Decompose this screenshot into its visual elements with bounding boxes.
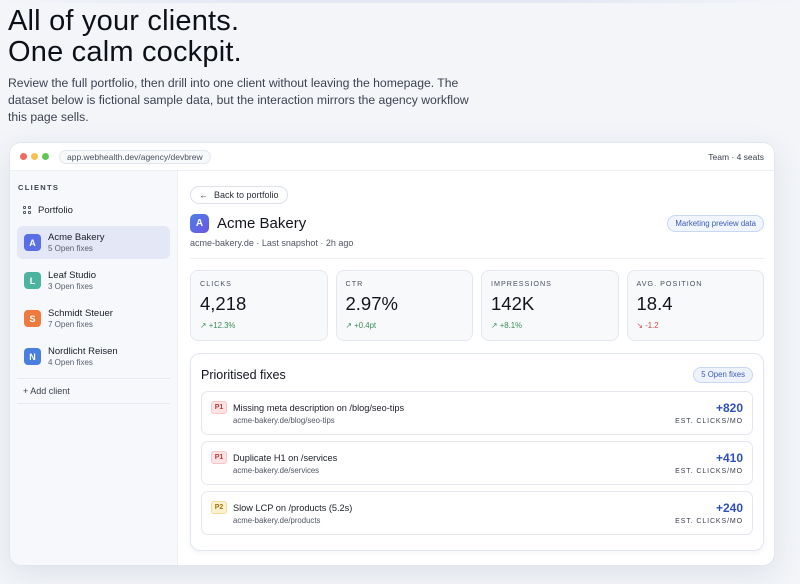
client-avatar: L: [24, 272, 41, 289]
priority-badge: P2: [211, 501, 227, 514]
kpi-card-ctr: CTR 2.97% ↗ +0.4pt: [335, 270, 473, 341]
kpi-card-clicks: CLICKS 4,218 ↗ +12.3%: [190, 270, 328, 341]
back-label: Back to portfolio: [214, 190, 279, 200]
client-name: Leaf Studio: [48, 269, 97, 281]
client-item-nordlicht-reisen[interactable]: N Nordlicht Reisen 4 Open fixes: [17, 340, 170, 373]
fix-url: acme-bakery.de/services: [233, 465, 320, 475]
client-detail: ← Back to portfolio A Acme Bakery Market…: [178, 171, 774, 565]
client-meta: acme-bakery.de · Last snapshot · 2h ago: [190, 238, 764, 259]
fix-impact-unit: EST. CLICKS/MO: [675, 418, 743, 425]
kpi-delta: ↗ +12.3%: [200, 321, 318, 330]
client-name: Acme Bakery: [48, 231, 105, 243]
fix-text: Missing meta description on /blog/seo-ti…: [233, 402, 675, 425]
client-item-acme-bakery[interactable]: A Acme Bakery 5 Open fixes: [17, 226, 170, 259]
kpi-delta-value: +12.3%: [208, 321, 236, 330]
headline-line-1: All of your clients.: [8, 5, 240, 37]
fix-text: Slow LCP on /products (5.2s) acme-bakery…: [233, 502, 675, 525]
prioritised-fixes-panel: Prioritised fixes 5 Open fixes P1 Missin…: [190, 353, 764, 551]
portfolio-label: Portfolio: [38, 204, 73, 216]
fix-url: acme-bakery.de/products: [233, 515, 321, 525]
kpi-row: CLICKS 4,218 ↗ +12.3% CTR 2.97% ↗ +0.4pt…: [190, 270, 764, 341]
fix-item[interactable]: P1 Duplicate H1 on /services acme-bakery…: [201, 441, 753, 485]
app-window: app.webhealth.dev/agency/devbrew Team · …: [9, 142, 775, 566]
client-title: Acme Bakery: [217, 215, 307, 232]
kpi-label: AVG. POSITION: [636, 279, 703, 288]
client-name: Schmidt Steuer: [48, 307, 113, 319]
fix-item[interactable]: P2 Slow LCP on /products (5.2s) acme-bak…: [201, 491, 753, 535]
top-accent-strip: [0, 0, 800, 3]
fix-impact-value: +240: [715, 501, 743, 515]
kpi-card-avg-position: AVG. POSITION 18.4 ↘ -1.2: [626, 270, 764, 341]
kpi-delta-value: -1.2: [645, 321, 659, 330]
client-list: A Acme Bakery 5 Open fixes L Leaf Studio…: [17, 226, 170, 373]
plan-label: Team · 4 seats: [708, 151, 764, 162]
arrow-left-icon: ←: [199, 190, 208, 200]
add-client-button[interactable]: + Add client: [17, 378, 170, 404]
fix-impact-unit: EST. CLICKS/MO: [675, 468, 743, 475]
priority-badge: P1: [211, 451, 227, 464]
priority-badge: P1: [211, 401, 227, 414]
kpi-delta: ↗ +0.4pt: [346, 321, 464, 330]
kpi-delta-value: +0.4pt: [354, 321, 377, 330]
trend-up-icon: ↗: [491, 321, 500, 330]
trend-up-icon: ↗: [200, 321, 209, 330]
minimize-dot-icon: [31, 153, 38, 160]
open-fixes-badge: 5 Open fixes: [693, 367, 753, 383]
client-avatar: S: [24, 310, 41, 327]
kpi-value: 2.97%: [345, 293, 398, 314]
fix-title: Slow LCP on /products (5.2s): [233, 502, 353, 513]
fix-title: Duplicate H1 on /services: [233, 452, 338, 463]
preview-data-badge: Marketing preview data: [667, 215, 764, 232]
fix-item[interactable]: P1 Missing meta description on /blog/seo…: [201, 391, 753, 435]
kpi-label: CLICKS: [200, 279, 232, 288]
fix-impact: +410 EST. CLICKS/MO: [675, 451, 743, 475]
trend-up-icon: ↗: [345, 321, 355, 330]
client-item-leaf-studio[interactable]: L Leaf Studio 3 Open fixes: [17, 264, 170, 297]
hero-description: Review the full portfolio, then drill in…: [8, 76, 469, 124]
client-avatar: A: [190, 214, 209, 233]
fix-title: Missing meta description on /blog/seo-ti…: [233, 402, 405, 413]
client-open-fixes: 3 Open fixes: [48, 281, 93, 291]
kpi-label: IMPRESSIONS: [491, 279, 552, 288]
client-open-fixes: 5 Open fixes: [48, 243, 93, 253]
client-item-schmidt-steuer[interactable]: S Schmidt Steuer 7 Open fixes: [17, 302, 170, 335]
kpi-value: 18.4: [636, 293, 673, 314]
hero: All of your clients. One calm cockpit. R…: [8, 6, 528, 126]
kpi-label: CTR: [345, 279, 364, 288]
back-to-portfolio-button[interactable]: ← Back to portfolio: [190, 186, 288, 204]
kpi-card-impressions: IMPRESSIONS 142K ↗ +8.1%: [481, 270, 619, 341]
fixes-title: Prioritised fixes: [201, 368, 286, 382]
client-open-fixes: 7 Open fixes: [48, 319, 93, 329]
client-name: Nordlicht Reisen: [48, 345, 118, 357]
close-dot-icon: [20, 153, 27, 160]
client-avatar: N: [24, 348, 41, 365]
sidebar: CLIENTS Portfolio A Acme Bakery 5 Open f…: [10, 171, 178, 565]
trend-down-icon: ↘: [636, 321, 646, 330]
kpi-value: 4,218: [200, 293, 247, 314]
headline-line-2: One calm cockpit.: [8, 36, 242, 68]
kpi-value: 142K: [491, 293, 535, 314]
sidebar-section-label: CLIENTS: [18, 183, 60, 192]
grid-icon: [23, 206, 31, 214]
url-bar[interactable]: app.webhealth.dev/agency/devbrew: [59, 149, 211, 164]
kpi-delta: ↗ +8.1%: [491, 321, 609, 330]
fix-url: acme-bakery.de/blog/seo-tips: [233, 415, 335, 425]
client-header: A Acme Bakery Marketing preview data: [190, 214, 764, 233]
fix-impact-value: +820: [715, 401, 743, 415]
fix-impact: +240 EST. CLICKS/MO: [675, 501, 743, 525]
kpi-delta-value: +8.1%: [499, 321, 523, 330]
maximize-dot-icon: [42, 153, 49, 160]
client-open-fixes: 4 Open fixes: [48, 357, 93, 367]
hero-headline: All of your clients. One calm cockpit.: [8, 6, 528, 68]
kpi-delta: ↘ -1.2: [637, 321, 755, 330]
sidebar-item-portfolio[interactable]: Portfolio: [17, 203, 170, 217]
fix-text: Duplicate H1 on /services acme-bakery.de…: [233, 452, 675, 475]
fix-impact: +820 EST. CLICKS/MO: [675, 401, 743, 425]
fix-impact-value: +410: [715, 451, 743, 465]
client-avatar: A: [24, 234, 41, 251]
fixes-header: Prioritised fixes 5 Open fixes: [201, 365, 753, 385]
fix-impact-unit: EST. CLICKS/MO: [675, 518, 743, 525]
window-titlebar: app.webhealth.dev/agency/devbrew Team · …: [10, 143, 774, 171]
